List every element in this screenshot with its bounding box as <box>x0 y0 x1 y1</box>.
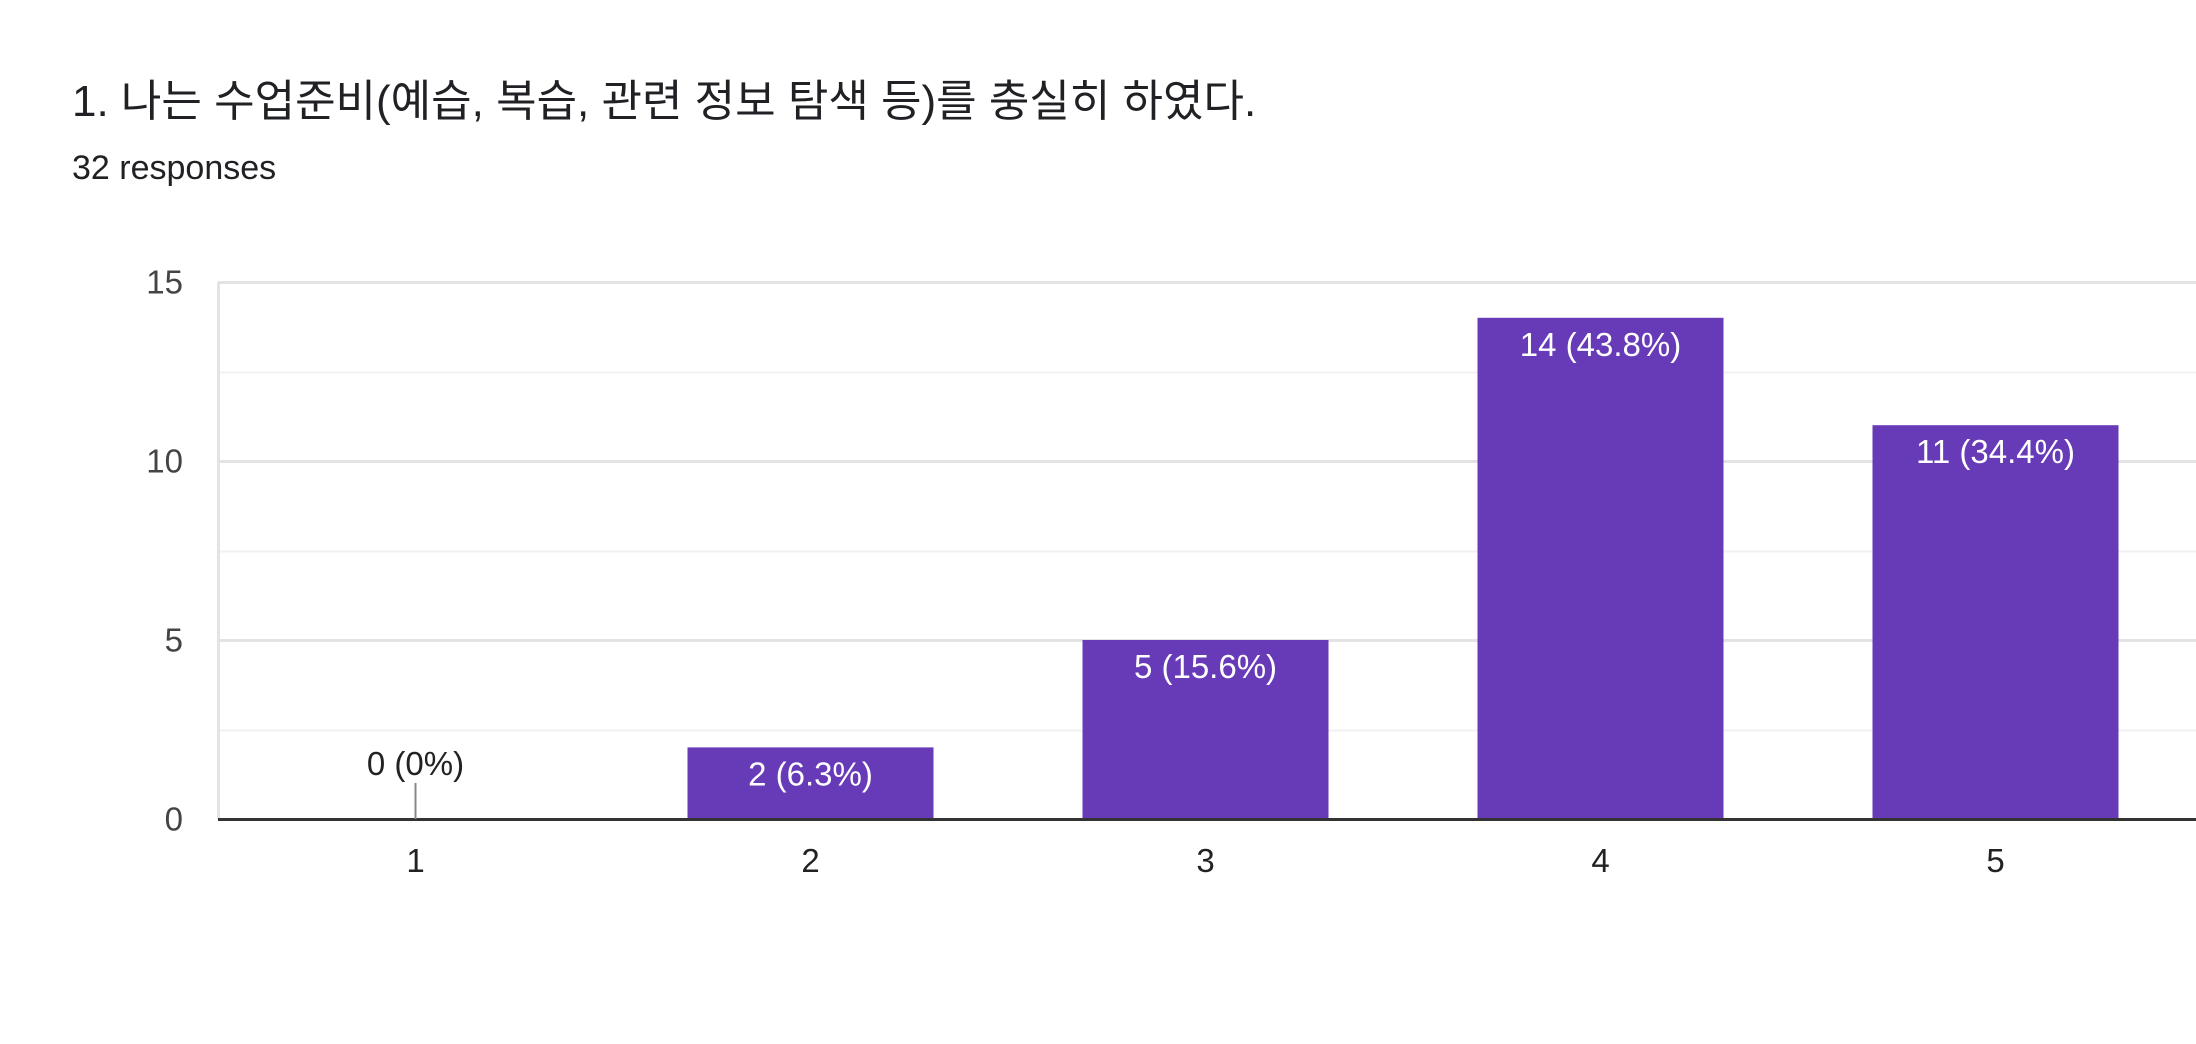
data-label-1: 0 (0%) <box>367 745 464 782</box>
bar-4 <box>1477 317 1724 819</box>
y-tick-label: 15 <box>146 264 183 301</box>
bar-2 <box>687 747 934 819</box>
y-tick-label: 10 <box>146 443 183 480</box>
axes-layer <box>217 282 2196 821</box>
x-tick-label-4: 4 <box>1591 842 1609 879</box>
data-label-2: 2 (6.3%) <box>748 755 873 792</box>
data-label-4: 14 (43.8%) <box>1520 326 1681 363</box>
x-tick-label-3: 3 <box>1196 842 1214 879</box>
bar-3 <box>1082 640 1329 819</box>
x-tick-label-1: 1 <box>406 842 424 879</box>
data-label-5: 11 (34.4%) <box>1916 433 2075 470</box>
x-tick-label-5: 5 <box>1986 842 2004 879</box>
data-label-3: 5 (15.6%) <box>1134 648 1277 685</box>
y-tick-label: 0 <box>165 801 183 838</box>
y-tick-label: 5 <box>165 622 183 659</box>
labels-layer: 0 5 10 15 0 (0%) 1 2 (6.3%) 2 5 (15.6%) 3 14 (43.8… <box>146 264 2075 880</box>
x-tick-label-2: 2 <box>801 842 819 879</box>
bar-5 <box>1872 425 2119 819</box>
question-title: 1. 나는 수업준비(예습, 복습, 관련 정보 탐색 등)를 충실히 하였다. <box>72 77 1257 126</box>
bars-layer <box>687 317 2119 819</box>
response-count: 32 responses <box>72 149 277 187</box>
